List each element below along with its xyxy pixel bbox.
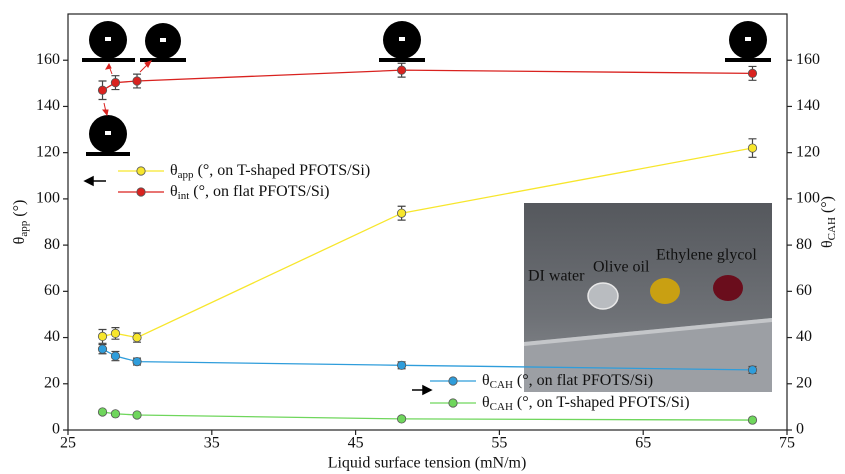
x-tick-label: 75 <box>779 435 795 452</box>
point <box>133 333 141 341</box>
point <box>98 408 106 416</box>
legend-marker <box>449 399 457 407</box>
y-tick-label: 140 <box>36 97 60 114</box>
legend-symbol: θ <box>482 394 490 411</box>
y-tick-label: 40 <box>44 328 60 345</box>
point <box>748 144 756 152</box>
point <box>111 352 119 360</box>
legend-marker <box>449 377 457 385</box>
point <box>111 78 119 86</box>
legend-text: (°, on flat PFOTS/Si) <box>513 372 653 389</box>
y2-tick-label: 0 <box>796 421 804 438</box>
legend-entry: θCAH (°, on T-shaped PFOTS/Si) <box>430 394 690 413</box>
y-tick-label: 0 <box>52 421 60 438</box>
x-tick-label: 45 <box>348 435 364 452</box>
y-tick-label: 60 <box>44 282 60 299</box>
y-tick-label: 160 <box>36 51 60 68</box>
y2-tick-label: 100 <box>796 190 820 207</box>
point <box>111 329 119 337</box>
legend-label: θint (°, on flat PFOTS/Si) <box>170 183 329 202</box>
legend-label: θCAH (°, on T-shaped PFOTS/Si) <box>482 394 690 413</box>
legend-marker <box>137 188 145 196</box>
legend-sub: CAH <box>490 401 513 413</box>
inset-photo: DI water Olive oil Ethylene glycol <box>524 203 772 392</box>
y2-tick-label: 20 <box>796 374 812 391</box>
y2-axis-label: θCAH (°) <box>819 196 838 248</box>
x-axis-label: Liquid surface tension (mN/m) <box>328 455 527 472</box>
point <box>397 415 405 423</box>
x-tick-label: 35 <box>204 435 220 452</box>
point <box>133 357 141 365</box>
legend-symbol: θ <box>170 162 178 179</box>
label-symbol: θ <box>819 240 836 248</box>
inset-label: DI water <box>528 268 585 285</box>
point <box>397 209 405 217</box>
point <box>98 86 106 94</box>
y-tick-label: 120 <box>36 143 60 160</box>
inset-label: Olive oil <box>593 259 650 276</box>
series <box>98 63 756 99</box>
point <box>397 361 405 369</box>
series-line <box>103 70 753 90</box>
y2-tick-label: 140 <box>796 97 820 114</box>
legend-text: (°, on T-shaped PFOTS/Si) <box>513 394 690 411</box>
legend-sub: CAH <box>490 379 513 391</box>
point <box>98 332 106 340</box>
y-tick-label: 20 <box>44 374 60 391</box>
y-tick-label: 100 <box>36 190 60 207</box>
point <box>98 345 106 353</box>
point <box>133 77 141 85</box>
label-symbol: θ <box>11 237 28 245</box>
legend-symbol: θ <box>170 183 178 200</box>
legend-entry: θCAH (°, on flat PFOTS/Si) <box>430 372 653 391</box>
x-tick-label: 65 <box>635 435 651 452</box>
inset-label: Ethylene glycol <box>656 247 757 264</box>
y-axis-label: θapp (°) <box>11 200 30 245</box>
legend-text: (°, on T-shaped PFOTS/Si) <box>194 162 371 179</box>
y-tick-label: 80 <box>44 236 60 253</box>
y2-tick-label: 160 <box>796 51 820 68</box>
point <box>133 411 141 419</box>
point <box>397 66 405 74</box>
point <box>748 416 756 424</box>
chart: DI water Olive oil Ethylene glycol Liqui… <box>0 0 845 474</box>
legend-entry: θapp (°, on T-shaped PFOTS/Si) <box>118 162 370 181</box>
y2-tick-label: 120 <box>796 143 820 160</box>
legend-marker <box>137 167 145 175</box>
legend-text: (°, on flat PFOTS/Si) <box>189 183 329 200</box>
photo-arrows <box>103 61 151 115</box>
legend-label: θapp (°, on T-shaped PFOTS/Si) <box>170 162 370 181</box>
legend-entry: θint (°, on flat PFOTS/Si) <box>118 183 329 202</box>
point <box>111 410 119 418</box>
legend-symbol: θ <box>482 372 490 389</box>
y2-tick-label: 60 <box>796 282 812 299</box>
point <box>748 69 756 77</box>
label-text: (°) <box>11 200 28 221</box>
legend-sub: int <box>178 190 190 202</box>
legend-sub: app <box>178 169 194 181</box>
label-text: (°) <box>819 196 836 217</box>
series-line <box>103 412 753 420</box>
x-tick-label: 25 <box>60 435 76 452</box>
label-sub: CAH <box>826 217 838 240</box>
droplet-photos <box>82 21 771 156</box>
point <box>748 366 756 374</box>
legend-label: θCAH (°, on flat PFOTS/Si) <box>482 372 653 391</box>
x-tick-label: 55 <box>491 435 507 452</box>
y2-tick-label: 40 <box>796 328 812 345</box>
y2-tick-label: 80 <box>796 236 812 253</box>
label-sub: app <box>18 220 30 236</box>
